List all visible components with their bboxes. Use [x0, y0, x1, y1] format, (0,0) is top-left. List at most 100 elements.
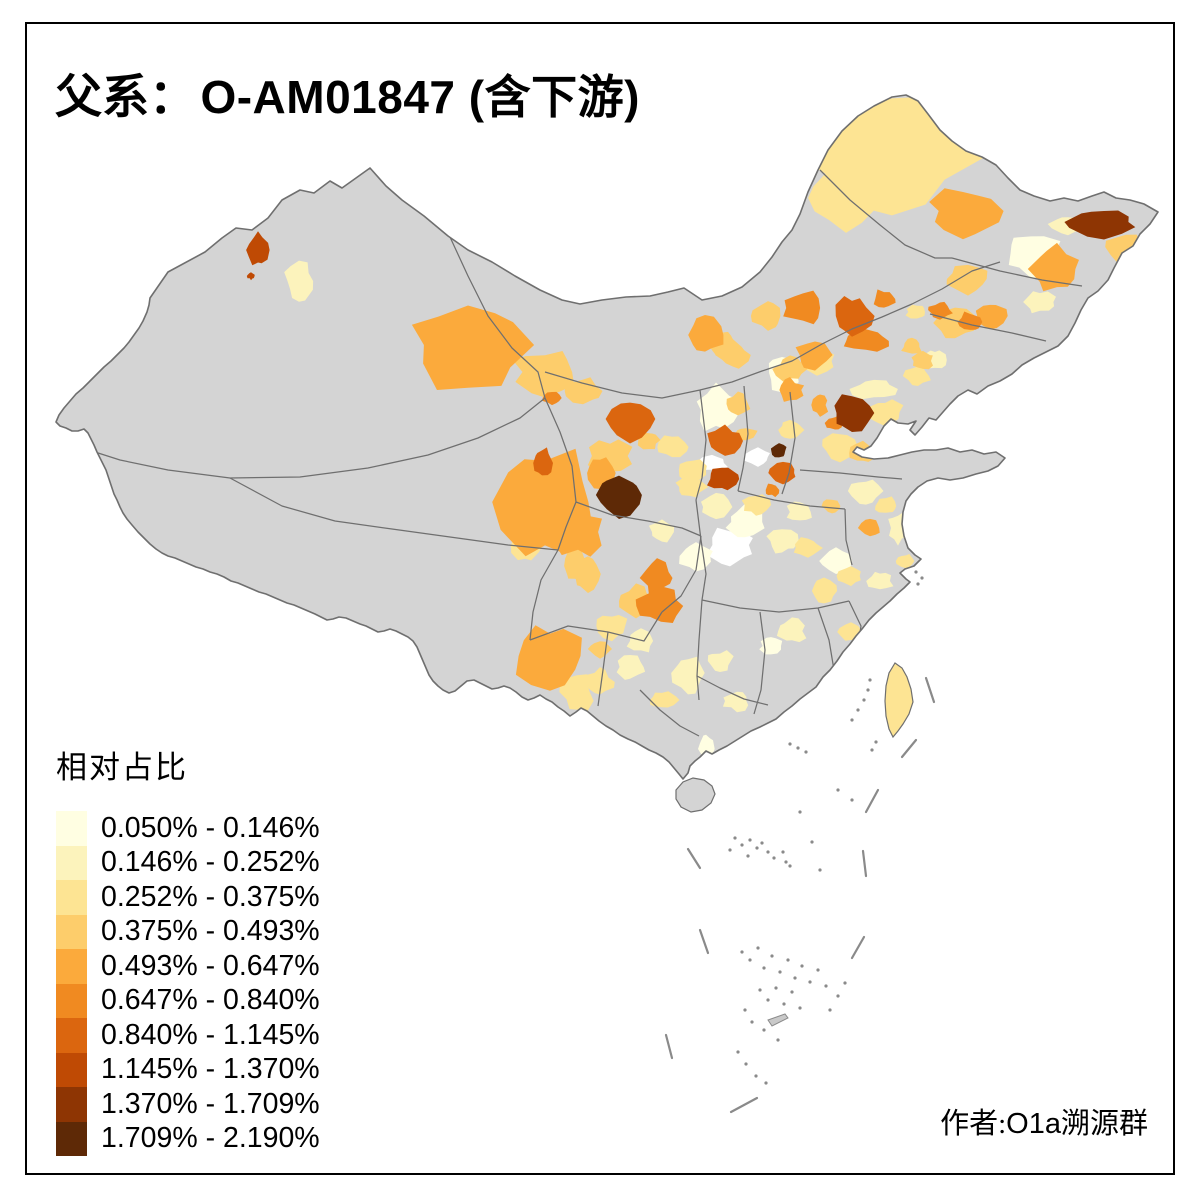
island-dot: [874, 740, 878, 744]
region-patch: [819, 547, 853, 574]
legend-swatch: [56, 1087, 87, 1122]
hainan-island: [675, 777, 716, 813]
legend-title: 相对占比: [56, 750, 188, 785]
region-patch: [564, 377, 603, 405]
island-dot: [764, 1081, 768, 1085]
island-dot: [762, 966, 766, 970]
region-patch: [766, 529, 799, 554]
island-dot: [862, 698, 866, 702]
legend-label: 0.050% - 0.146%: [101, 811, 320, 844]
legend-row: 0.647% - 0.840%: [56, 983, 320, 1018]
province-border-line: [449, 236, 546, 399]
region-patch: [678, 459, 707, 481]
region-patch: [847, 479, 884, 505]
legend-swatch: [56, 880, 87, 915]
island-dot: [748, 838, 752, 842]
legend-rows: 0.050% - 0.146% 0.146% - 0.252% 0.252% - 0…: [56, 811, 320, 1156]
legend-row: 0.050% - 0.146%: [56, 811, 320, 846]
legend-label: 0.493% - 0.647%: [101, 949, 320, 982]
province-border-line: [696, 675, 769, 706]
legend-label: 0.647% - 0.840%: [101, 984, 320, 1017]
sea-dash-line: [850, 935, 866, 960]
region-patch: [808, 168, 877, 233]
region-patch: [411, 305, 535, 390]
region-patch: [744, 447, 770, 467]
legend-label: 1.370% - 1.709%: [101, 1087, 320, 1120]
legend-label: 0.840% - 1.145%: [101, 1018, 320, 1051]
island-dot: [754, 1074, 758, 1078]
island-dot: [778, 970, 782, 974]
province-border-line: [529, 549, 559, 641]
province-border-line: [695, 389, 707, 501]
legend-label: 1.145% - 1.370%: [101, 1053, 320, 1086]
legend-swatch: [56, 811, 87, 846]
sea-dash-line: [664, 1033, 674, 1060]
legend-label: 0.375% - 0.493%: [101, 915, 320, 948]
province-border-line: [799, 469, 903, 480]
region-patch: [688, 315, 724, 352]
legend-label: 0.252% - 0.375%: [101, 880, 320, 913]
province-border-line: [737, 385, 749, 492]
island-dot: [786, 958, 790, 962]
island-dot: [828, 1008, 832, 1012]
title-haplogroup: O-AM01847 (含下游): [200, 71, 640, 123]
region-patch: [857, 518, 880, 537]
region-patch: [675, 475, 709, 498]
taiwan-island: [884, 662, 914, 739]
region-patch: [768, 461, 796, 485]
region-patch: [875, 496, 897, 513]
region-patch: [657, 435, 689, 458]
province-border-line: [781, 391, 796, 495]
island-dot: [790, 990, 794, 994]
island-dot: [740, 950, 744, 954]
island-dot: [810, 840, 814, 844]
island-dot: [776, 1038, 780, 1042]
page-title: 父系： O-AM01847 (含下游): [55, 58, 640, 127]
legend-row: 1.145% - 1.370%: [56, 1052, 320, 1087]
island-dot: [758, 988, 762, 992]
island-dot: [920, 576, 924, 580]
legend-swatch: [56, 949, 87, 984]
island-dot: [793, 976, 797, 980]
region-patch: [779, 377, 805, 402]
region-patch: [246, 231, 270, 266]
region-patch: [707, 424, 743, 456]
region-patch: [650, 691, 680, 708]
sea-dash-line: [861, 849, 868, 878]
region-patch: [637, 431, 661, 450]
sea-dash-line: [698, 928, 710, 955]
legend-label: 0.146% - 0.252%: [101, 846, 320, 879]
legend-row: 1.370% - 1.709%: [56, 1087, 320, 1122]
sea-dash-line: [686, 847, 702, 870]
island-dot: [856, 708, 860, 712]
region-patch: [583, 667, 615, 695]
region-patch: [873, 289, 896, 308]
island-dot: [788, 742, 792, 746]
title-chinese-prefix: 父系：: [55, 72, 196, 124]
region-patch: [786, 501, 812, 521]
province-border-line: [661, 535, 702, 613]
island-dot: [843, 981, 847, 985]
region-patch: [776, 617, 807, 643]
island-dot: [728, 848, 732, 852]
island-dot: [774, 986, 778, 990]
legend-swatch: [56, 1121, 87, 1156]
region-patch: [813, 696, 830, 710]
region-patch: [849, 379, 898, 400]
region-patch: [715, 339, 751, 369]
province-border-line: [544, 397, 577, 551]
legend-row: 0.493% - 0.647%: [56, 949, 320, 984]
region-patch: [596, 615, 628, 642]
island-dot: [868, 678, 872, 682]
attribution-suffix: 溯源群: [1060, 1108, 1148, 1140]
legend-swatch: [56, 1018, 87, 1053]
region-patch: [905, 304, 925, 319]
province-border-line: [544, 261, 1001, 399]
region-patch: [533, 447, 553, 476]
province-borders: [94, 169, 1083, 737]
island-dot: [798, 1006, 802, 1010]
region-patch: [929, 188, 1004, 240]
island-dot: [736, 1050, 740, 1054]
region-patch: [975, 304, 1008, 330]
region-patch: [246, 272, 255, 281]
